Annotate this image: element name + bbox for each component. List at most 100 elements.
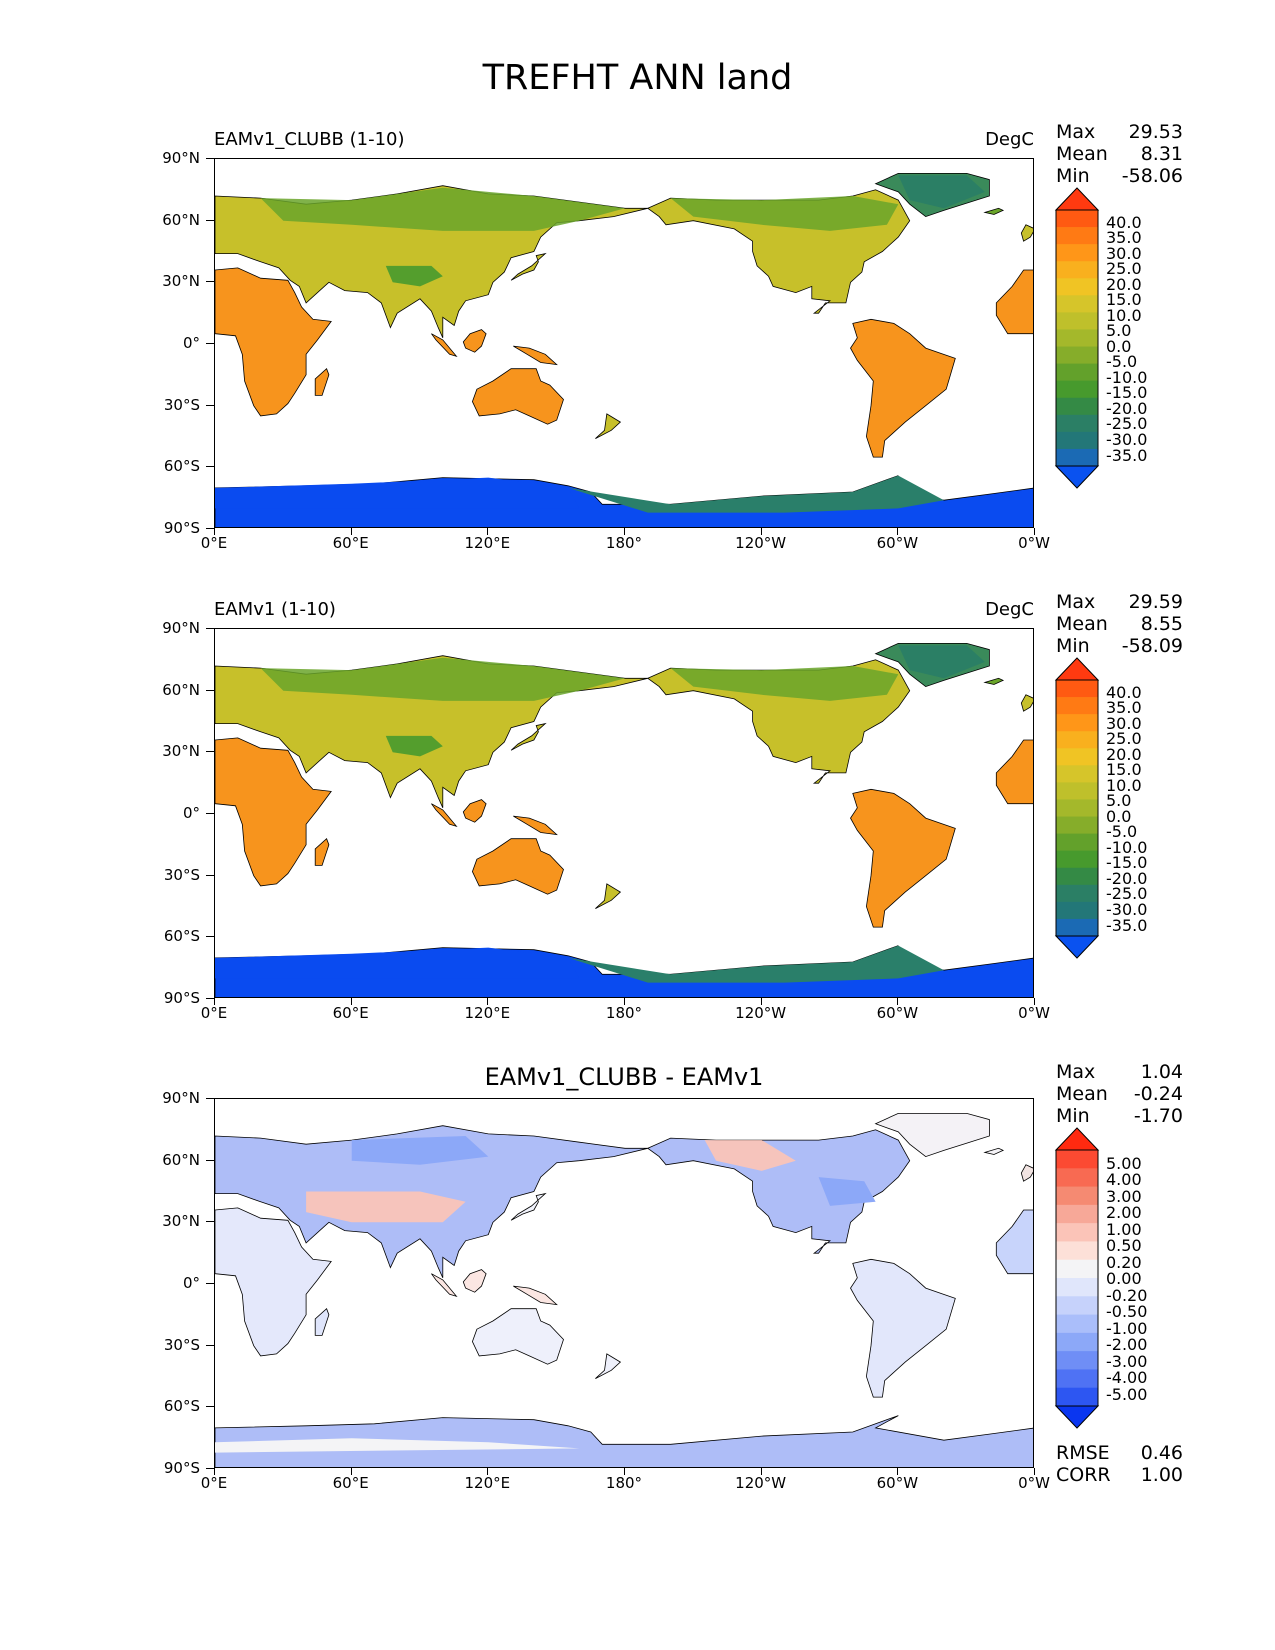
lat-tick — [206, 404, 214, 406]
map-plot — [214, 1098, 1034, 1468]
colorbar-level-label: -30.0 — [1106, 430, 1148, 449]
lat-tick-label: 60°S — [163, 457, 200, 476]
lat-tick-label: 30°N — [162, 742, 200, 761]
landmass-japan — [510, 1192, 547, 1221]
colorbar-level-label: 40.0 — [1106, 212, 1142, 232]
colorbar-level-label: 20.0 — [1106, 744, 1142, 764]
lon-tick-label: 0°E — [200, 534, 228, 552]
colorbar-svg — [1054, 187, 1100, 489]
lat-tick-label: 30°S — [163, 395, 200, 414]
lat-tick-label: 30°S — [163, 865, 200, 884]
colorbar-segment — [1056, 295, 1098, 313]
warm-anomaly-nw-america — [704, 1140, 796, 1171]
colorbar-segment — [1056, 1186, 1098, 1206]
lon-tick — [487, 998, 489, 1005]
landmass-australia — [471, 838, 564, 895]
landmass-uk — [1020, 694, 1033, 712]
lon-tick — [624, 998, 625, 1005]
lat-tick-label: 90°N — [162, 619, 200, 637]
lat-tick — [206, 466, 214, 468]
lon-tick — [214, 998, 215, 1005]
max-label: Max — [1056, 591, 1096, 613]
landmass-antarctica — [215, 1415, 1033, 1467]
lat-tick-label: 90°S — [163, 1459, 200, 1477]
lat-tick-label: 60°N — [162, 1150, 200, 1169]
colorbar-level-label: -3.00 — [1106, 1351, 1148, 1371]
corr-value: 1.00 — [1140, 1464, 1183, 1486]
landmass-nz — [595, 413, 622, 439]
max-value: 29.59 — [1128, 591, 1183, 613]
landmass-iceland — [983, 677, 1005, 685]
lon-tick — [1034, 1468, 1035, 1475]
colorbar-level-label: 15.0 — [1106, 290, 1142, 310]
lat-tick — [206, 874, 214, 876]
panel-stats: Max 29.59 Mean 8.55 Min -58.09 — [1056, 591, 1183, 657]
tibet-cold-region — [385, 735, 443, 757]
min-value: -58.06 — [1121, 165, 1183, 187]
colorbar-extend-min — [1054, 935, 1100, 959]
panel-title-left: EAMv1_CLUBB (1-10) — [214, 129, 405, 150]
colorbar-level-label: -0.50 — [1106, 1302, 1148, 1322]
landmass-madagascar — [314, 1308, 330, 1336]
landmass-westafrica — [995, 269, 1033, 335]
lat-tick — [206, 158, 214, 159]
colorbar-level-label: -10.0 — [1106, 837, 1148, 857]
landmass-australia — [471, 1308, 564, 1365]
boreal-band-america — [670, 196, 899, 231]
lat-tick — [206, 528, 214, 529]
greenland-ice-region — [898, 175, 985, 209]
rmse-corr: RMSE 0.46 CORR 1.00 — [1056, 1442, 1183, 1486]
greenland-ice-region — [898, 645, 985, 679]
lon-tick — [760, 998, 762, 1005]
lat-tick-label: 30°S — [163, 1335, 200, 1354]
lat-tick — [206, 1159, 214, 1161]
colorbar-extend-max — [1054, 187, 1100, 211]
lon-tick — [350, 1468, 352, 1475]
landmass-newguinea — [513, 1285, 558, 1306]
landmass-westafrica — [995, 1209, 1033, 1275]
colorbar-level-label: 5.00 — [1106, 1153, 1142, 1173]
corr-label: CORR — [1056, 1464, 1111, 1486]
lat-tick-label: 60°S — [163, 1397, 200, 1416]
colorbar-level-label: -5.00 — [1106, 1384, 1148, 1404]
colorbar-segment — [1056, 1223, 1098, 1242]
lon-tick-label: 120°E — [464, 534, 511, 552]
boreal-band-america — [670, 666, 899, 701]
colorbar-svg — [1054, 1127, 1100, 1429]
colorbar-level-label: 40.0 — [1106, 682, 1142, 702]
colorbar-level-label: 15.0 — [1106, 760, 1142, 780]
lon-tick — [624, 528, 625, 535]
colorbar-segment — [1056, 244, 1098, 262]
landmass-nam — [647, 1129, 911, 1254]
colorbar-level-label: -25.0 — [1106, 414, 1148, 434]
lat-tick-label: 0° — [182, 334, 200, 352]
lon-tick-label: 120°E — [464, 1474, 511, 1492]
colorbar-level-label: -20.0 — [1106, 398, 1148, 418]
colorbar-level-label: -35.0 — [1106, 445, 1148, 465]
lat-tick — [206, 281, 214, 283]
lon-tick-label: 0°E — [200, 1004, 228, 1022]
colorbar-level-label: 5.0 — [1106, 321, 1132, 341]
lat-tick-label: 0° — [182, 804, 200, 822]
colorbar-segment — [1056, 1241, 1098, 1261]
colorbar-segment — [1056, 210, 1098, 228]
colorbar-level-label: -20.0 — [1106, 868, 1148, 888]
lon-tick-label: 0°W — [1018, 1474, 1050, 1492]
colorbar-level-label: 20.0 — [1106, 274, 1142, 294]
colorbar-segment — [1056, 1278, 1098, 1297]
panel-stats: Max 1.04 Mean -0.24 Min -1.70 — [1056, 1061, 1183, 1127]
colorbar-frame — [1055, 679, 1099, 937]
colorbar-segment — [1056, 833, 1098, 852]
colorbar-level-label: -10.0 — [1106, 367, 1148, 387]
max-value: 1.04 — [1140, 1061, 1183, 1083]
colorbar-segment — [1056, 1369, 1098, 1389]
landmass-africa — [215, 267, 332, 417]
rmse-value: 0.46 — [1140, 1442, 1183, 1464]
lat-tick — [206, 998, 214, 999]
colorbar-segment — [1056, 312, 1098, 330]
east-antarctica-region — [215, 947, 580, 979]
lon-tick-label: 120°W — [735, 1474, 787, 1492]
colorbar-segment — [1056, 782, 1098, 800]
mean-label: Mean — [1056, 1083, 1108, 1105]
lon-tick-label: 120°W — [735, 534, 787, 552]
